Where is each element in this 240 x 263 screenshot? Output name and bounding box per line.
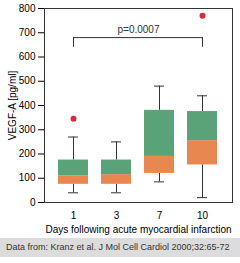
svg-text:400: 400 (19, 100, 36, 111)
svg-text:500: 500 (19, 75, 36, 86)
svg-text:300: 300 (19, 124, 36, 135)
svg-text:1: 1 (71, 210, 77, 221)
svg-text:800: 800 (19, 3, 36, 14)
svg-text:VEGF-A [pg/ml]: VEGF-A [pg/ml] (7, 71, 18, 141)
svg-text:3: 3 (114, 210, 120, 221)
svg-text:200: 200 (19, 148, 36, 159)
svg-text:Days following acute myocardia: Days following acute myocardial infarcti… (45, 224, 231, 235)
svg-text:0: 0 (30, 197, 36, 208)
svg-text:600: 600 (19, 51, 36, 62)
svg-text:700: 700 (19, 27, 36, 38)
svg-text:100: 100 (19, 172, 36, 183)
svg-text:10: 10 (197, 210, 209, 221)
svg-text:7: 7 (157, 210, 163, 221)
html-text:Data from: Kranz et al. J Mol: Data from: Kranz et al. J Mol Cell Cardi… (6, 242, 230, 252)
svg-text:p=0.0007: p=0.0007 (118, 24, 160, 35)
